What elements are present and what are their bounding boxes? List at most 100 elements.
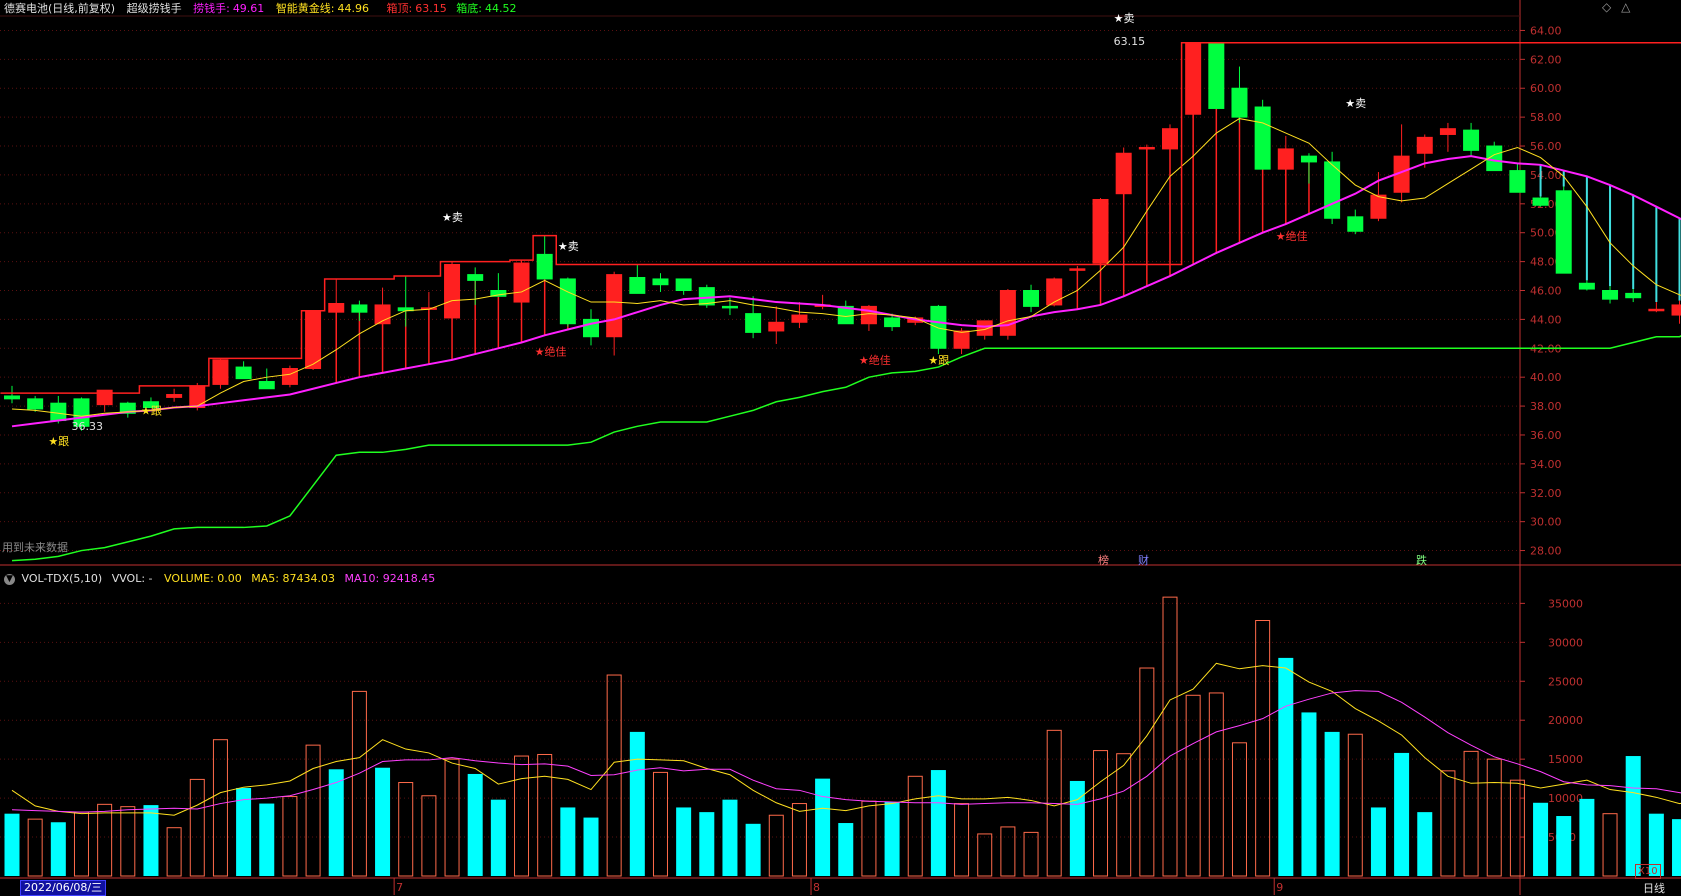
zoom-x10-button[interactable]: X10	[1635, 864, 1661, 879]
volume-bar	[259, 804, 274, 876]
candle-body	[1440, 129, 1455, 135]
diamond-icon[interactable]: ◇	[1602, 0, 1611, 14]
volume-ma10-line	[12, 691, 1681, 813]
candle-body	[1603, 291, 1618, 300]
volume-bar	[560, 807, 575, 876]
volume-bar	[1441, 771, 1455, 876]
signal-label: ★跟	[141, 405, 162, 418]
ma5-value: MA5: 87434.03	[251, 572, 335, 585]
volume-bar	[422, 796, 436, 876]
volume-bar	[236, 788, 251, 876]
candle-body	[1579, 283, 1594, 289]
volume-tick-label: 25000	[1548, 675, 1583, 688]
candle-body	[653, 279, 668, 285]
volume-bar	[792, 804, 806, 876]
price-axis: 28.0030.0032.0034.0036.0038.0040.0042.00…	[1520, 24, 1562, 557]
candle-body	[51, 403, 66, 420]
volume-bar	[699, 812, 714, 876]
candle-body	[1672, 305, 1681, 315]
volume-bar	[28, 819, 42, 876]
price-tick-label: 34.00	[1530, 458, 1562, 471]
candle-body	[1047, 279, 1062, 305]
signal-label: ★卖	[1345, 97, 1366, 110]
candle-body	[954, 331, 969, 348]
signal-label: 63.15	[1114, 35, 1146, 48]
volume-bar	[1278, 658, 1293, 876]
period-label[interactable]: 日线	[1643, 880, 1665, 896]
panel-toggle-icons[interactable]: ◇ △	[1602, 0, 1630, 14]
volume-bar	[1301, 712, 1316, 876]
volume-tick-label: 10000	[1548, 792, 1583, 805]
volume-bars[interactable]	[5, 597, 1681, 876]
volume-bar	[862, 801, 876, 876]
candle-body	[1093, 199, 1108, 263]
candle-body	[329, 304, 344, 313]
volume-bar	[769, 815, 783, 876]
volume-bar	[51, 822, 66, 876]
volume-bar	[143, 805, 158, 876]
candle-body	[1464, 130, 1479, 150]
volume-bar	[515, 756, 529, 876]
box-bottom-value: 44.52	[485, 2, 517, 15]
month-tick-label: 9	[1276, 881, 1283, 894]
volume-bar	[1371, 807, 1386, 876]
candle-body	[1278, 149, 1293, 169]
volume-axis: 5000100001500020000250003000035000	[1520, 597, 1583, 844]
candles[interactable]	[5, 42, 1681, 431]
price-grid	[0, 30, 1520, 550]
date-cursor-box[interactable]: 2022/06/08/三	[20, 880, 106, 896]
volume-bar	[121, 807, 135, 876]
candle-body	[1510, 171, 1525, 193]
collapse-icon[interactable]: ▼	[4, 574, 15, 585]
candle-body	[1649, 309, 1664, 311]
volume-bar	[468, 774, 483, 876]
candle-body	[5, 396, 20, 399]
up-triangle-icon[interactable]: △	[1621, 0, 1630, 14]
ma10-value: MA10: 92418.45	[344, 572, 435, 585]
candle-body	[167, 395, 182, 398]
box-bottom-label: 箱底:	[456, 2, 482, 15]
price-tick-label: 56.00	[1530, 140, 1562, 153]
candle-body	[1626, 293, 1641, 297]
volume-bar	[445, 759, 459, 876]
candle-body	[1255, 107, 1270, 169]
volume-bar	[399, 783, 413, 876]
event-marker-cai[interactable]: 财	[1138, 552, 1149, 568]
volume-bar	[722, 800, 737, 876]
signal-label: ★绝佳	[859, 353, 891, 367]
event-marker-die[interactable]: 跌	[1416, 552, 1427, 568]
signal-label: ★跟	[928, 354, 949, 367]
future-data-warning: 用到未来数据	[2, 539, 68, 555]
candle-body	[722, 306, 737, 308]
signal-label: ★卖	[1114, 12, 1135, 25]
candle-body	[792, 315, 807, 322]
candle-body	[1024, 291, 1039, 307]
candle-body	[282, 369, 297, 385]
candle-body	[352, 305, 367, 312]
volume-bar	[1232, 743, 1246, 876]
event-marker-bang[interactable]: 榜	[1098, 552, 1109, 568]
volume-tick-label: 30000	[1548, 636, 1583, 649]
volume-bar	[1510, 780, 1524, 876]
volume-tick-label: 20000	[1548, 714, 1583, 727]
price-tick-label: 46.00	[1530, 285, 1562, 298]
candle-body	[1000, 291, 1015, 336]
box-top-value: 63.15	[415, 2, 447, 15]
candle-body	[1417, 137, 1432, 153]
candle-body	[1139, 147, 1154, 149]
golden-line-label: 智能黄金线:	[276, 2, 335, 15]
volume-bar	[1464, 751, 1478, 876]
candle-body	[746, 314, 761, 333]
volume-bar	[978, 834, 992, 876]
price-tick-label: 64.00	[1530, 24, 1562, 37]
box-bottom-line	[12, 312, 1681, 561]
candle-body	[1533, 198, 1548, 205]
volume-bar	[1394, 753, 1409, 876]
signal-label: 36.33	[71, 420, 103, 433]
price-tick-label: 40.00	[1530, 371, 1562, 384]
signal-label: ★绝佳	[535, 345, 567, 359]
box-top-label: 箱顶:	[387, 2, 413, 15]
candle-body	[1209, 43, 1224, 108]
volume-bar	[1094, 751, 1108, 876]
